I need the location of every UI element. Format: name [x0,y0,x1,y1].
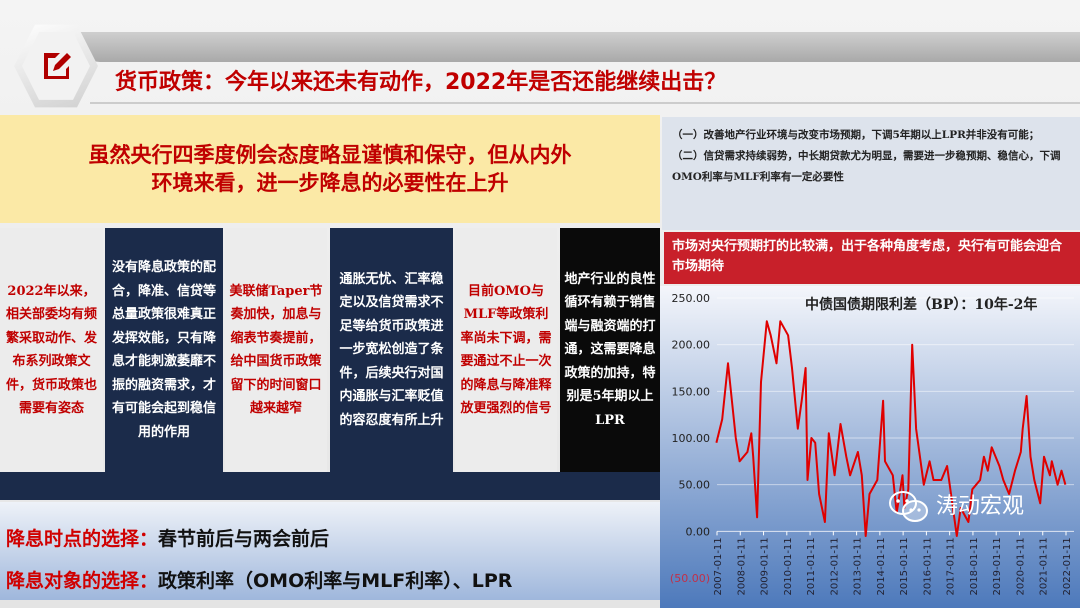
x-tick-label: 2010-01-11 [783,537,794,595]
x-tick-label: 2013-01-11 [853,537,864,595]
y-tick-label: 50.00 [679,479,711,492]
y-tick-label: 250.00 [672,292,711,305]
timing-label: 降息时点的选择： [6,528,159,550]
x-tick-label: 2007-01-11 [713,537,724,595]
yield-spread-chart: 250.00 200.00 150.00 100.00 50.00 0.00 (50.00)… [660,286,1080,608]
wechat-icon [889,491,928,522]
reason-card: 美联储Taper节奏加快，加息与缩表节奏提前，给中国货币政策留下的时间窗口越来越… [225,228,327,472]
y-tick-label: 150.00 [672,385,711,398]
x-tick-label: 2012-01-11 [829,537,840,595]
x-tick-label: 2008-01-11 [736,537,747,595]
conclusion-panel: 降息时点的选择：春节前后与两会前后 降息对象的选择：政策利率（OMO利率与MLF… [0,502,660,600]
reason-card: 地产行业的良性循环有赖于销售端与融资端的打通，这需要降息政策的加持，特别是5年期… [560,228,660,472]
target-line: 降息对象的选择：政策利率（OMO利率与MLF利率）、LPR [6,560,660,602]
market-callout: 市场对央行预期打的比较满，出于各种角度考虑，央行有可能会迎合市场期待 [664,232,1080,284]
x-tick-label: 2016-01-11 [922,537,933,595]
x-tick-label: 2015-01-11 [899,537,910,595]
x-tick-label: 2009-01-11 [760,537,771,595]
x-tick-label: 2018-01-11 [969,537,980,595]
x-tick-label: 2022-01-11 [1062,537,1073,595]
page-title: 货币政策：今年以来还未有动作，2022年是否还能继续出击？ [115,70,727,95]
header-band [80,32,1080,62]
y-tick-label: 0.00 [686,525,711,538]
summary-banner: 虽然央行四季度例会态度略显谨慎和保守，但从内外 环境来看，进一步降息的必要性在上… [0,115,660,223]
x-tick-label: 2017-01-11 [946,537,957,595]
y-tick-label: 100.00 [672,432,711,445]
reason-card: 2022年以来，相关部委均有频繁采取动作、发布系列政策文件，货币政策也需要有姿态 [0,228,103,472]
divider-bar [0,472,660,500]
banner-line: 环境来看，进一步降息的必要性在上升 [151,170,509,195]
y-tick-label: (50.00) [670,572,710,585]
analysis-point: （二）信贷需求持续弱势，中长期贷款尤为明显，需要进一步稳预期、稳信心，下调OMO… [672,150,1061,183]
spread-line [715,320,1067,537]
x-tick-label: 2020-01-11 [1015,537,1026,595]
reason-card: 目前OMO与MLF等政策利率尚未下调，需要通过不止一次的降息与降准释放更强烈的信… [455,228,557,472]
target-value: 政策利率（OMO利率与MLF利率）、LPR [158,570,513,592]
timing-value: 春节前后与两会前后 [158,528,330,550]
reason-card: 没有降息政策的配合，降准、信贷等总量政策很难真正发挥效能，只有降息才能刺激萎靡不… [105,228,223,472]
header-divider [90,102,1080,104]
analysis-panel: （一）改善地产行业环境与改变市场预期，下调5年期以上LPR并非没有可能； （二）… [662,117,1080,230]
x-tick-label: 2021-01-11 [1039,537,1050,595]
x-tick-label: 2011-01-11 [806,537,817,595]
analysis-point: （一）改善地产行业环境与改变市场预期，下调5年期以上LPR并非没有可能； [672,129,1040,141]
target-label: 降息对象的选择： [6,570,159,592]
x-tick-label: 2019-01-11 [992,537,1003,595]
watermark-text: 涛动宏观 [936,494,1025,519]
watermark: 涛动宏观 [888,490,1024,524]
chart-svg: 250.00 200.00 150.00 100.00 50.00 0.00 (50.00)… [670,292,1074,595]
timing-line: 降息时点的选择：春节前后与两会前后 [6,518,660,560]
y-tick-label: 200.00 [672,339,711,352]
chart-title: 中债国债期限利差（BP）：10年-2年 [805,297,1038,313]
banner-line: 虽然央行四季度例会态度略显谨慎和保守，但从内外 [88,142,572,167]
reason-card: 通胀无忧、汇率稳定以及信贷需求不足等给货币政策进一步宽松创造了条件，后续央行对国… [330,228,453,472]
x-tick-label: 2014-01-11 [876,537,887,595]
